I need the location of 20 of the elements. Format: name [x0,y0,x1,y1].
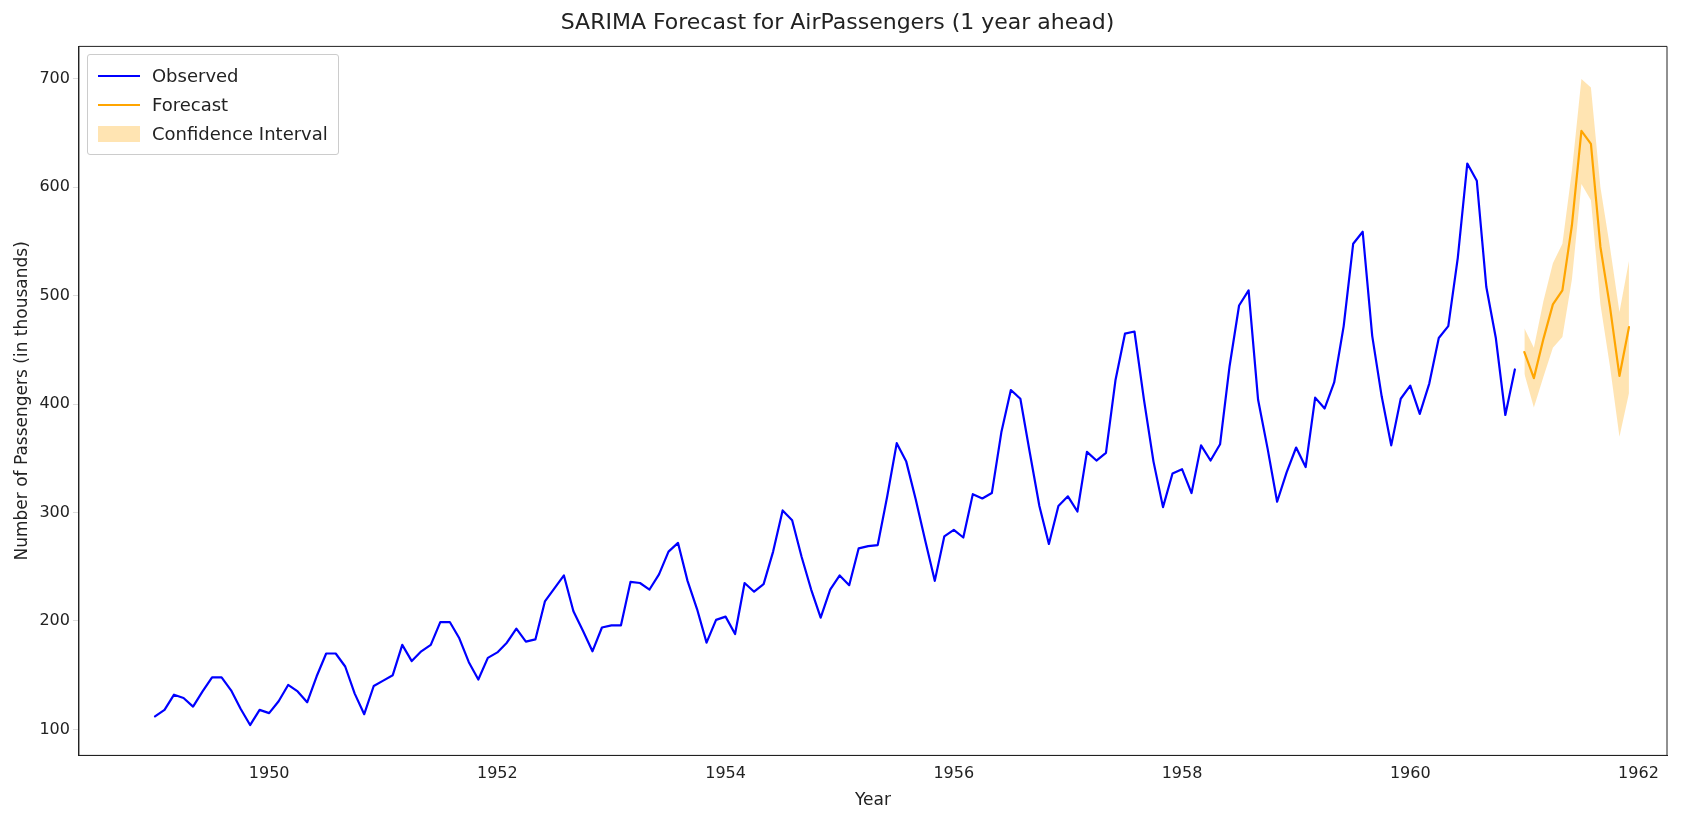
y-tick-label: 200 [39,610,70,630]
annotation: Confidence Interval [151,123,328,145]
legend-label: Forecast [151,94,229,116]
x-axis-title: Year [853,789,891,810]
x-tick-label: 1960 [1389,763,1431,783]
y-tick-label: 400 [39,393,70,413]
chart-title: SARIMA Forecast for AirPassengers (1 year ahead) [560,8,1115,34]
x-tick-label: 1956 [933,763,975,783]
x-tick-label: 1952 [476,763,518,783]
y-tick-label: 700 [39,68,70,88]
x-tick-label: 1962 [1618,763,1659,783]
y-tick-label: 600 [39,176,70,196]
legend-label: Observed [151,65,239,87]
x-tick-label: 1958 [1161,763,1203,783]
y-tick-label: 300 [39,501,70,521]
y-axis-title: Number of Passengers (in thousands) [10,241,31,561]
x-tick-label: 1954 [705,763,746,783]
y-tick-label: 500 [39,284,70,304]
y-tick-label: 100 [39,718,70,738]
x-tick-label: 1950 [248,763,290,783]
